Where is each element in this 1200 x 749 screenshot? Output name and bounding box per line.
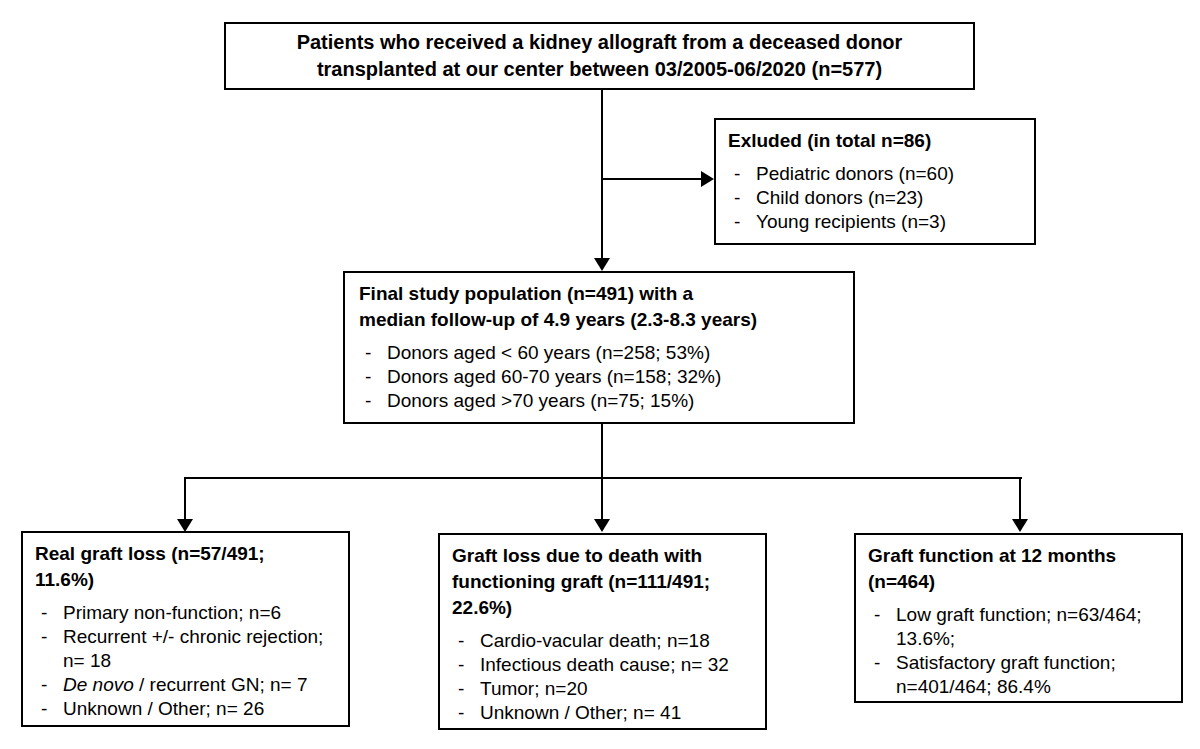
final-population-box-list: - Donors aged < 60 years (n=258; 53%) - … (359, 341, 847, 413)
final-population-box: Final study population (n=491) with a me… (343, 271, 855, 424)
dash-marker: - (41, 697, 63, 721)
list-item: - Tumor; n=20 (452, 677, 759, 701)
list-item: - Donors aged >70 years (n=75; 15%) (359, 389, 847, 413)
arrow-down-icon (594, 519, 610, 532)
dash-marker: - (365, 389, 387, 413)
list-item: - Primary non-function; n=6 (35, 601, 342, 625)
flowchart-canvas: Patients who received a kidney allograft… (0, 0, 1200, 749)
italic-term: De novo (63, 674, 134, 695)
connector-patients-to-final (601, 90, 603, 259)
list-item: - Child donors (n=23) (728, 186, 1028, 210)
list-item: - Unknown / Other; n= 26 (35, 697, 342, 721)
dash-marker: - (874, 603, 896, 651)
arrow-down-icon (1012, 519, 1028, 532)
list-item: - Donors aged < 60 years (n=258; 53%) (359, 341, 847, 365)
dash-marker: - (458, 629, 480, 653)
death-functioning-graft-box-title: Graft loss due to death with functioning… (452, 543, 759, 621)
list-item: - Infectious death cause; n= 32 (452, 653, 759, 677)
dash-marker: - (734, 162, 756, 186)
dash-marker: - (458, 701, 480, 725)
dash-marker: - (458, 653, 480, 677)
list-item: - Pediatric donors (n=60) (728, 162, 1028, 186)
list-item: - Unknown / Other; n= 41 (452, 701, 759, 725)
death-functioning-graft-box: Graft loss due to death with functioning… (438, 533, 767, 730)
arrow-down-icon (594, 258, 610, 271)
real-graft-loss-box-title: Real graft loss (n=57/491; 11.6%) (35, 541, 342, 593)
excluded-box: Exluded (in total n=86) - Pediatric dono… (714, 118, 1036, 245)
list-item: - Satisfactory graft function; n=401/464… (868, 651, 1175, 699)
final-population-box-title: Final study population (n=491) with a me… (359, 281, 847, 333)
death-functioning-graft-box-list: - Cardio-vacular death; n=18 - Infectiou… (452, 629, 759, 725)
graft-function-box-list: - Low graft function; n=63/464; 13.6%; -… (868, 603, 1175, 699)
list-item: - Donors aged 60-70 years (n=158; 32%) (359, 365, 847, 389)
graft-function-box-title: Graft function at 12 months (n=464) (868, 543, 1175, 595)
dash-marker: - (365, 365, 387, 389)
list-item: - Recurrent +/- chronic rejection; n= 18 (35, 625, 342, 673)
arrow-right-icon (701, 171, 714, 187)
dash-marker: - (458, 677, 480, 701)
dash-marker: - (734, 186, 756, 210)
real-graft-loss-box: Real graft loss (n=57/491; 11.6%) - Prim… (21, 531, 350, 727)
connector-to-graft-function (1019, 477, 1021, 520)
connector-to-death-box (601, 479, 603, 520)
excluded-box-list: - Pediatric donors (n=60) - Child donors… (728, 162, 1028, 234)
dash-marker: - (41, 601, 63, 625)
patients-box: Patients who received a kidney allograft… (224, 22, 975, 90)
list-item: - De novo / recurrent GN; n= 7 (35, 673, 342, 697)
list-item: - Cardio-vacular death; n=18 (452, 629, 759, 653)
connector-branch-bar (184, 477, 1022, 479)
connector-final-down (601, 424, 603, 479)
real-graft-loss-box-list: - Primary non-function; n=6 - Recurrent … (35, 601, 342, 721)
dash-marker: - (41, 673, 63, 697)
dash-marker: - (41, 625, 63, 673)
connector-to-real-graft-loss (184, 477, 186, 520)
patients-box-text: Patients who received a kidney allograft… (297, 29, 903, 83)
connector-branch-excluded (601, 178, 703, 180)
excluded-box-title: Exluded (in total n=86) (728, 128, 1028, 154)
list-item: - Low graft function; n=63/464; 13.6%; (868, 603, 1175, 651)
dash-marker: - (365, 341, 387, 365)
dash-marker: - (734, 210, 756, 234)
list-item: - Young recipients (n=3) (728, 210, 1028, 234)
graft-function-box: Graft function at 12 months (n=464) - Lo… (854, 533, 1183, 703)
dash-marker: - (874, 651, 896, 699)
